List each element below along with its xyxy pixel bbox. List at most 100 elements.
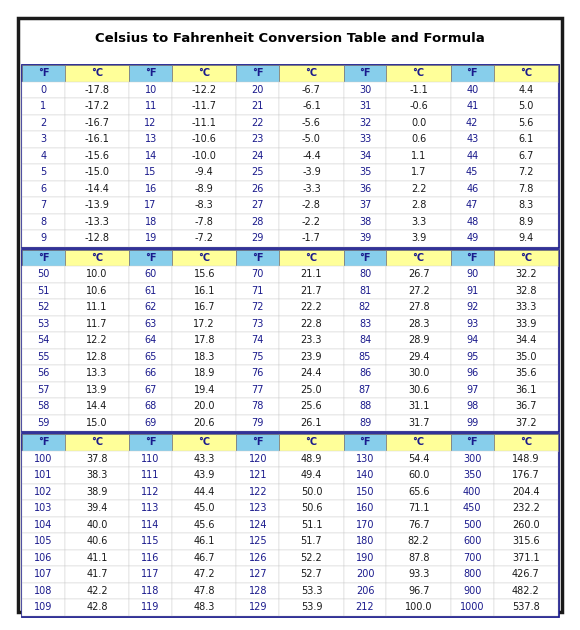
Text: 12.2: 12.2: [86, 335, 108, 345]
Text: 37.8: 37.8: [86, 454, 108, 464]
Bar: [343, 65, 386, 81]
Bar: [494, 348, 558, 365]
Text: 52.2: 52.2: [300, 553, 322, 563]
Bar: [65, 500, 129, 517]
Bar: [386, 131, 451, 147]
Text: -16.7: -16.7: [85, 118, 110, 128]
Bar: [172, 398, 237, 415]
Bar: [172, 98, 237, 115]
Bar: [22, 467, 65, 483]
Text: 150: 150: [356, 487, 374, 496]
Text: 48.3: 48.3: [194, 602, 215, 612]
Bar: [386, 81, 451, 98]
Text: 128: 128: [249, 586, 267, 596]
Bar: [237, 467, 280, 483]
Text: 200: 200: [356, 570, 374, 579]
Bar: [494, 398, 558, 415]
Bar: [65, 382, 129, 398]
Text: 18: 18: [144, 217, 157, 227]
Bar: [172, 249, 237, 266]
Text: 21.7: 21.7: [300, 286, 322, 295]
Text: 1000: 1000: [460, 602, 484, 612]
Bar: [65, 517, 129, 533]
Text: 58: 58: [37, 401, 50, 411]
Bar: [343, 434, 386, 450]
Bar: [451, 230, 494, 246]
Bar: [129, 81, 172, 98]
Bar: [129, 500, 172, 517]
Bar: [172, 348, 237, 365]
Text: 34.4: 34.4: [515, 335, 536, 345]
Text: 125: 125: [248, 536, 267, 546]
Bar: [65, 483, 129, 500]
Bar: [451, 415, 494, 431]
Bar: [386, 147, 451, 164]
Text: 77: 77: [252, 385, 264, 395]
Text: 117: 117: [142, 570, 160, 579]
Text: 120: 120: [249, 454, 267, 464]
Text: 71: 71: [252, 286, 264, 295]
Text: 37: 37: [359, 200, 371, 210]
Bar: [494, 98, 558, 115]
Text: 1.1: 1.1: [411, 151, 426, 161]
Bar: [451, 599, 494, 616]
Text: 26.7: 26.7: [408, 269, 429, 279]
Bar: [451, 131, 494, 147]
Bar: [494, 230, 558, 246]
Bar: [237, 517, 280, 533]
Text: °F: °F: [38, 437, 49, 447]
Bar: [129, 348, 172, 365]
Bar: [451, 533, 494, 549]
Bar: [494, 266, 558, 282]
Text: 49: 49: [466, 233, 478, 243]
Bar: [386, 266, 451, 282]
Text: 127: 127: [248, 570, 267, 579]
Text: 27: 27: [252, 200, 264, 210]
Text: 700: 700: [463, 553, 481, 563]
Bar: [280, 583, 343, 599]
Text: 4.4: 4.4: [518, 85, 534, 94]
Bar: [494, 65, 558, 81]
Text: °C: °C: [412, 437, 425, 447]
Bar: [280, 299, 343, 316]
Bar: [237, 533, 280, 549]
Text: -16.1: -16.1: [85, 134, 110, 144]
Bar: [172, 434, 237, 450]
Bar: [343, 299, 386, 316]
Text: °C: °C: [520, 68, 532, 78]
Text: °F: °F: [145, 437, 157, 447]
Text: 22.2: 22.2: [300, 302, 322, 312]
Text: 64: 64: [144, 335, 157, 345]
Bar: [494, 549, 558, 566]
Text: 68: 68: [144, 401, 157, 411]
Bar: [343, 450, 386, 467]
Text: 78: 78: [252, 401, 264, 411]
Text: 140: 140: [356, 470, 374, 480]
Bar: [494, 115, 558, 131]
Bar: [22, 299, 65, 316]
Bar: [280, 197, 343, 214]
Bar: [129, 549, 172, 566]
Text: 15.0: 15.0: [86, 418, 108, 428]
Text: 15.6: 15.6: [194, 269, 215, 279]
Bar: [451, 365, 494, 382]
Text: 87: 87: [359, 385, 371, 395]
Bar: [237, 549, 280, 566]
Text: -7.8: -7.8: [195, 217, 213, 227]
Text: 54: 54: [37, 335, 50, 345]
Bar: [343, 517, 386, 533]
Bar: [280, 214, 343, 230]
Text: 34: 34: [359, 151, 371, 161]
Bar: [386, 316, 451, 332]
Text: 24.4: 24.4: [300, 369, 322, 378]
Text: 24: 24: [252, 151, 264, 161]
Bar: [22, 434, 558, 616]
Bar: [129, 230, 172, 246]
Bar: [280, 517, 343, 533]
Text: -4.4: -4.4: [302, 151, 321, 161]
Bar: [280, 266, 343, 282]
Bar: [22, 599, 65, 616]
Text: 96.7: 96.7: [408, 586, 429, 596]
Bar: [129, 483, 172, 500]
Bar: [280, 98, 343, 115]
